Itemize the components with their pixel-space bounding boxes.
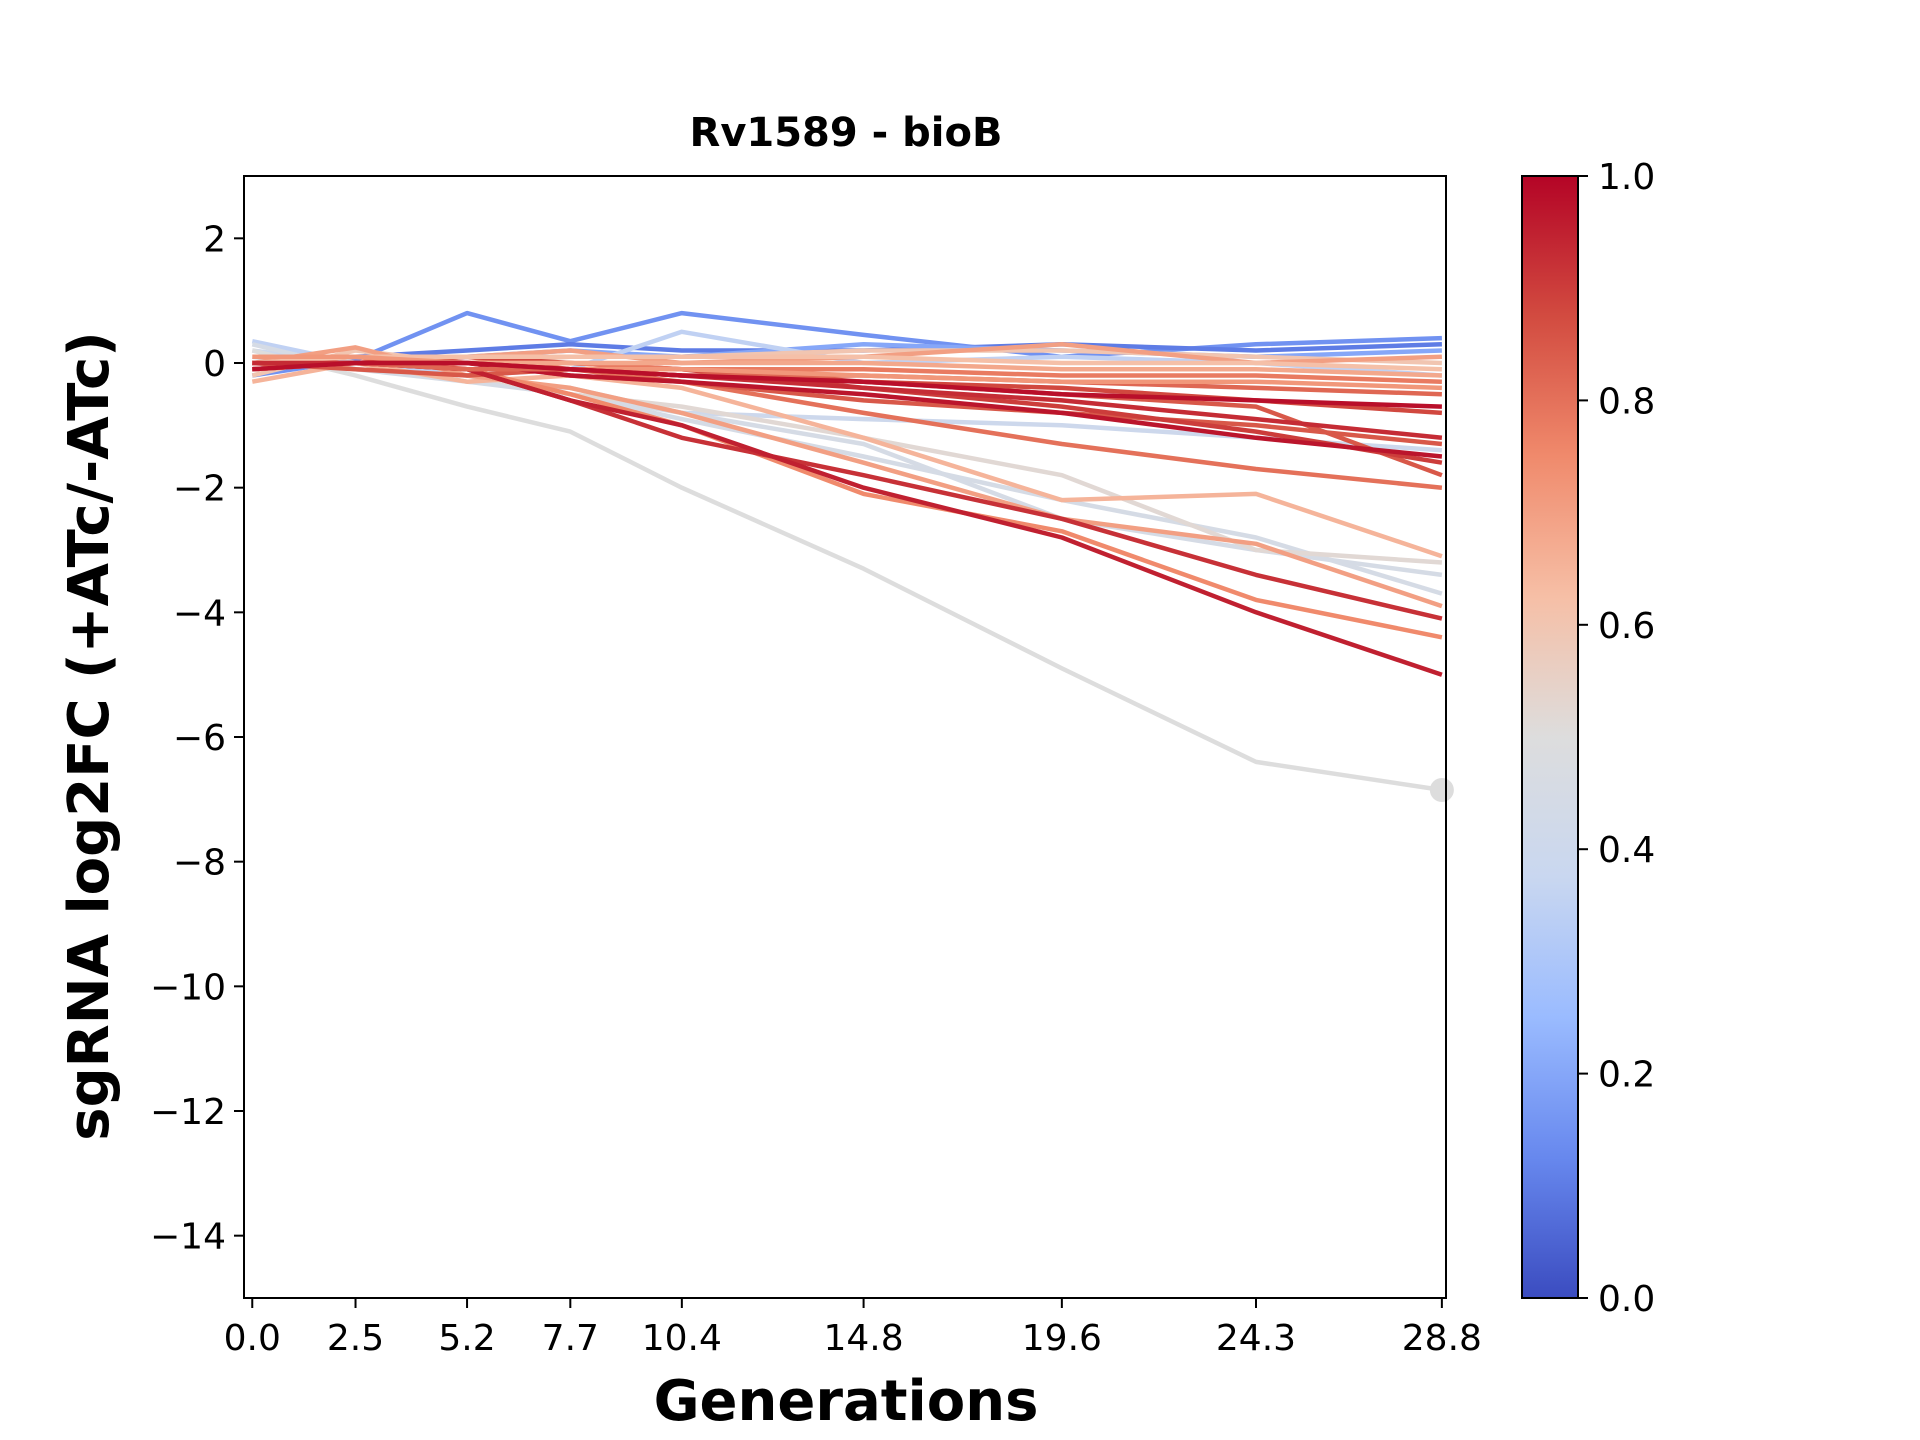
- series-line-29: [252, 360, 1442, 409]
- x-axis-label: Generations: [654, 1369, 1039, 1434]
- x-tick-label: 7.7: [542, 1318, 599, 1359]
- colorbar-tick-label: 0.6: [1598, 606, 1655, 647]
- x-tick-label: 0.0: [224, 1318, 281, 1359]
- y-tick-label: 0: [203, 344, 226, 385]
- y-tick-label: −8: [173, 843, 226, 884]
- colorbar-tick-label: 0.0: [1598, 1279, 1655, 1320]
- colorbar-axis: 0.0 0.2 0.4 0.6 0.8 1.0: [1578, 157, 1655, 1320]
- y-tick-label: 2: [203, 219, 226, 260]
- x-tick-label: 19.6: [1022, 1318, 1102, 1359]
- colorbar-tick-label: 0.4: [1598, 830, 1655, 871]
- y-tick-label: −12: [150, 1092, 226, 1133]
- x-tick-label: 28.8: [1402, 1318, 1482, 1359]
- y-axis: 2 0 −2 −4 −6 −8 −10 −12 −14: [150, 219, 244, 1258]
- series-line-8: [251, 348, 1443, 793]
- colorbar: [1521, 175, 1579, 1299]
- series-lines: [251, 310, 1454, 802]
- y-tick-label: −10: [150, 967, 226, 1008]
- colorbar-tick-label: 0.8: [1598, 381, 1655, 422]
- colorbar-tick-label: 1.0: [1598, 157, 1655, 198]
- colorbar-tick-label: 0.2: [1598, 1055, 1655, 1096]
- x-tick-label: 2.5: [327, 1318, 384, 1359]
- y-axis-label: sgRNA log2FC (+ATc/-ATc): [57, 331, 122, 1141]
- y-tick-label: −14: [150, 1217, 226, 1258]
- x-tick-label: 14.8: [824, 1318, 904, 1359]
- series-line-27: [252, 354, 1442, 391]
- end-point-marker: [1429, 777, 1454, 802]
- x-tick-label: 10.4: [642, 1318, 722, 1359]
- x-tick-label: 5.2: [438, 1318, 495, 1359]
- chart-title: Rv1589 - bioB: [690, 110, 1003, 156]
- y-tick-label: −2: [173, 469, 226, 510]
- x-tick-label: 24.3: [1216, 1318, 1296, 1359]
- y-tick-label: −6: [173, 718, 226, 759]
- y-tick-label: −4: [173, 593, 226, 634]
- x-axis: 0.0 2.5 5.2 7.7 10.4 14.8 19.6 24.3 28.8: [224, 1298, 1482, 1359]
